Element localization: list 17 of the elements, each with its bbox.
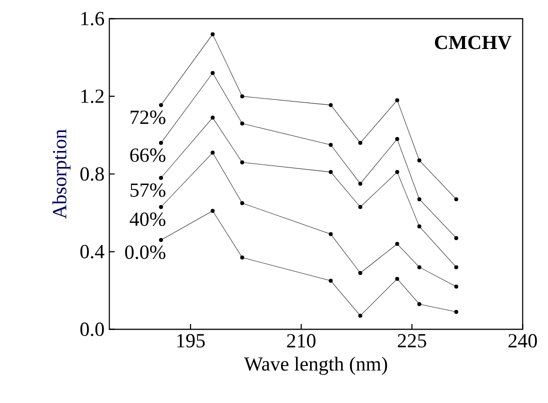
series-label: 40% [130,212,166,226]
y-axis-title: Absorption [52,129,70,219]
series-label: 0.0% [125,246,166,260]
x-tick-label: 210 [287,334,316,348]
y-tick-label: 1.2 [81,90,104,104]
series-label: 66% [130,148,166,162]
x-tick-label: 195 [177,334,205,348]
y-tick-label: 0.4 [80,245,104,259]
x-tick-label: 240 [508,334,537,348]
series-label: 72% [130,110,166,124]
y-tick-label: 1.6 [81,12,104,26]
x-tick-label: 225 [398,334,426,348]
x-axis-title: Wave length (nm) [244,356,388,376]
y-tick-label: 0.0 [80,322,104,336]
series-label: 57% [130,184,166,198]
y-tick-label: 0.8 [80,167,104,181]
text: CMCHV [434,36,512,50]
